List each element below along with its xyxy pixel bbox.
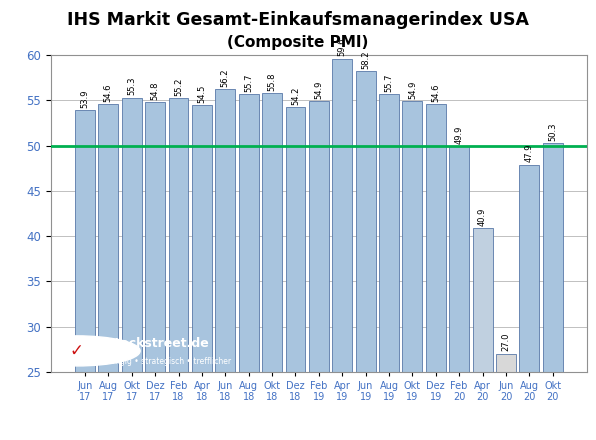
Bar xyxy=(496,354,516,372)
Bar xyxy=(285,107,305,372)
Bar xyxy=(145,102,165,372)
Bar xyxy=(473,228,492,372)
Circle shape xyxy=(14,336,140,366)
Bar xyxy=(122,98,142,372)
Text: 56.2: 56.2 xyxy=(221,69,230,87)
Text: 59.6: 59.6 xyxy=(338,38,347,56)
Bar xyxy=(98,104,119,372)
Text: unabhängig • strategisch • trefflicher: unabhängig • strategisch • trefflicher xyxy=(86,357,231,366)
Bar xyxy=(402,101,423,372)
Text: 50.3: 50.3 xyxy=(548,122,557,140)
Text: 55.2: 55.2 xyxy=(174,78,183,96)
Bar xyxy=(239,94,259,372)
Text: 54.9: 54.9 xyxy=(408,81,417,99)
Bar xyxy=(192,105,212,372)
Bar xyxy=(215,89,235,372)
Bar xyxy=(309,101,329,372)
Text: 40.9: 40.9 xyxy=(478,207,487,226)
Bar xyxy=(333,59,352,372)
Bar xyxy=(75,110,95,372)
Text: 27.0: 27.0 xyxy=(501,333,510,352)
Text: (Composite PMI): (Composite PMI) xyxy=(227,35,369,50)
Text: 55.3: 55.3 xyxy=(128,77,136,95)
Text: 49.9: 49.9 xyxy=(455,126,464,144)
Bar xyxy=(262,93,282,372)
Bar xyxy=(543,143,563,372)
Bar xyxy=(519,165,539,372)
Text: 54.8: 54.8 xyxy=(151,81,160,100)
Text: 55.8: 55.8 xyxy=(268,72,277,91)
Text: 58.2: 58.2 xyxy=(361,51,370,69)
Bar xyxy=(426,104,446,372)
Bar xyxy=(356,71,375,372)
Bar xyxy=(379,94,399,372)
Text: ✓: ✓ xyxy=(70,342,84,360)
Text: 55.7: 55.7 xyxy=(244,73,253,92)
Text: IHS Markit Gesamt-Einkaufsmanagerindex USA: IHS Markit Gesamt-Einkaufsmanagerindex U… xyxy=(67,11,529,29)
Text: 54.6: 54.6 xyxy=(104,83,113,102)
Text: 54.2: 54.2 xyxy=(291,87,300,105)
Text: stockstreet.de: stockstreet.de xyxy=(108,337,209,350)
Text: 55.7: 55.7 xyxy=(384,73,393,92)
Text: 54.5: 54.5 xyxy=(197,84,206,103)
Text: 47.9: 47.9 xyxy=(525,144,534,162)
Text: 53.9: 53.9 xyxy=(80,89,89,108)
Text: 54.9: 54.9 xyxy=(314,81,324,99)
Text: 54.6: 54.6 xyxy=(432,83,440,102)
Bar xyxy=(449,147,469,372)
Bar xyxy=(169,99,188,372)
